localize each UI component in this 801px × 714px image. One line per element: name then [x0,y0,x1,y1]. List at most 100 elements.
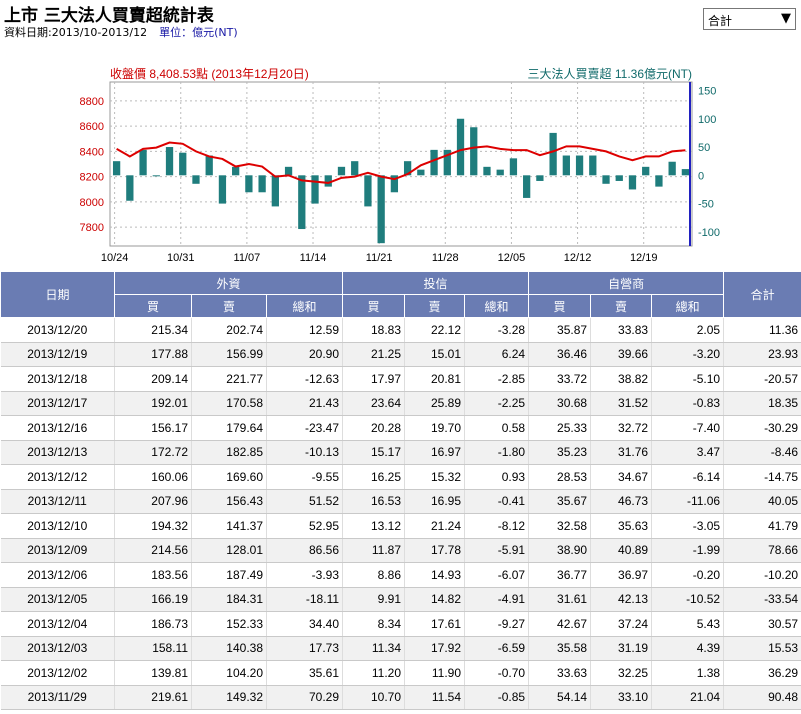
y-left-tick-label: 8400 [80,146,104,158]
header-foreign: 外資 [113,271,344,295]
table-cell: 215.34 [114,317,192,343]
bar [139,149,147,176]
table-cell: -4.91 [464,587,530,612]
table-cell: 35.87 [528,317,592,343]
table-cell: 1.38 [651,660,725,686]
table-cell: -2.25 [464,391,530,416]
table-cell: 16.95 [404,489,466,514]
table-cell: 13.12 [342,513,406,539]
table-cell: 8.34 [342,611,406,637]
table-cell: 221.77 [191,366,267,392]
table-cell: 17.73 [266,636,344,661]
bar [523,175,531,198]
table-cell: 35.63 [590,513,653,539]
header-dealer-buy: 買 [528,294,592,318]
price-line [116,141,686,184]
table-cell: 25.89 [404,391,466,416]
table-cell: 19.70 [404,415,466,441]
table-cell: 17.78 [404,538,466,563]
table-cell: 15.53 [723,636,801,661]
table-cell: 90.48 [723,685,801,710]
table-cell: 177.88 [114,342,192,367]
table-cell: 32.58 [528,513,592,539]
table-cell: 11.36 [723,317,801,343]
chart-right-title: 三大法人買賣超 11.36億元(NT) [528,66,692,81]
x-tick-label: 12/19 [630,252,658,264]
table-cell: 38.82 [590,366,653,392]
table-cell-date: 2013/12/04 [0,611,115,637]
table-cell: 214.56 [114,538,192,563]
table-cell: 33.72 [528,366,592,392]
table-row: 2013/11/29 219.61 149.32 70.29 10.70 11.54 -0.… [0,685,801,710]
bar [245,175,253,193]
table-cell: 0.58 [464,415,530,441]
table-cell: 54.14 [528,685,592,710]
chart: 7800 8000 8200 8400 8600 8800 -100 -50 0 50 100 150… [80,66,721,264]
table-cell-date: 2013/12/19 [0,342,115,367]
table-cell: 149.32 [191,685,267,710]
table-cell: 16.97 [404,440,466,465]
table-cell: -9.55 [266,464,344,490]
table-cell: -7.40 [651,415,725,441]
header-trust-sell: 賣 [404,294,466,318]
table-cell: 184.31 [191,587,267,612]
x-tick-label: 11/14 [300,252,327,264]
table-cell-date: 2013/12/06 [0,562,115,588]
table-cell: -10.20 [723,562,801,588]
table-cell: 16.25 [342,464,406,490]
table-cell: 21.24 [404,513,466,539]
header-trust-net: 總和 [464,294,530,318]
table-cell: 35.23 [528,440,592,465]
bar [192,175,200,184]
bar [258,175,266,193]
table-cell: -5.10 [651,366,725,392]
table-cell: 183.56 [114,562,192,588]
table-row: 2013/12/18 209.14 221.77 -12.63 17.97 20.81 -2… [0,366,801,392]
table-row: 2013/12/16 156.17 179.64 -23.47 20.28 19.70 0.… [0,415,801,441]
table-cell: 37.24 [590,611,653,637]
table-cell-date: 2013/12/20 [0,317,115,343]
table-cell: -8.12 [464,513,530,539]
table-cell-date: 2013/12/09 [0,538,115,563]
table-cell: -30.29 [723,415,801,441]
bar [165,147,174,176]
table-row: 2013/12/11 207.96 156.43 51.52 16.53 16.95 -0.… [0,489,801,514]
table-cell: 36.97 [590,562,653,588]
table-cell-date: 2013/12/17 [0,391,115,416]
x-tick-label: 10/24 [101,252,129,264]
table-cell-date: 2013/12/03 [0,636,115,661]
bar [377,175,385,244]
table-cell: 128.01 [191,538,267,563]
table-cell: 31.52 [590,391,653,416]
table-row: 2013/12/05 166.19 184.31 -18.11 9.91 14.82 -4.… [0,587,801,612]
table-cell: 78.66 [723,538,801,563]
table-cell: 15.32 [404,464,466,490]
table-cell-date: 2013/12/10 [0,513,115,539]
summary-select[interactable]: 合計 ▼ [703,8,796,30]
y-right-tick-label: 100 [698,114,716,126]
table-cell: 34.67 [590,464,653,490]
table-cell: 11.34 [342,636,406,661]
y-left-tick-label: 8200 [80,172,104,184]
bar [417,169,425,176]
table-cell: 182.85 [191,440,267,465]
table-cell: 4.39 [651,636,725,661]
y-left-tick-label: 8600 [80,121,104,133]
table-cell: 36.46 [528,342,592,367]
y-right-tick-label: 0 [698,170,704,182]
bar [298,175,306,230]
bar [112,161,121,176]
x-tick-label: 11/28 [432,252,459,264]
table-row: 2013/12/03 158.11 140.38 17.73 11.34 17.92 -6.… [0,636,801,661]
table-cell-date: 2013/12/02 [0,660,115,686]
table-row: 2013/12/19 177.88 156.99 20.90 21.25 15.01 6.2… [0,342,801,367]
bar [668,161,676,176]
table-cell: 23.64 [342,391,406,416]
bar [364,175,372,207]
table-cell: 104.20 [191,660,267,686]
bar [218,175,227,204]
table-cell: -23.47 [266,415,344,441]
table-cell: 17.92 [404,636,466,661]
table-cell: 141.37 [191,513,267,539]
bar [179,152,187,176]
